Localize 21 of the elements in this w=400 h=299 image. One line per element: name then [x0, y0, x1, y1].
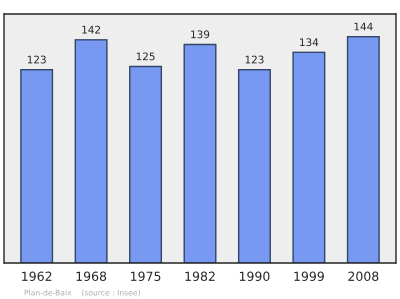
data-label: 139	[191, 30, 210, 38]
data-label: 123	[28, 56, 46, 64]
x-tick-label: 1975	[131, 272, 160, 282]
x-tick-label: 1982	[185, 272, 215, 282]
x-tick-label: 2008	[348, 272, 378, 282]
data-label: 134	[300, 38, 318, 46]
x-tick-label: 1962	[22, 272, 52, 282]
x-tick-label: 1990	[240, 272, 270, 282]
bar	[346, 36, 380, 263]
data-label: 144	[354, 22, 373, 30]
bar	[129, 66, 162, 263]
x-tick-label: 1968	[76, 272, 106, 282]
bar	[74, 39, 108, 263]
bar	[292, 52, 326, 263]
x-tick-label: 1999	[294, 272, 324, 282]
bar	[20, 68, 54, 263]
bar	[238, 68, 271, 263]
data-label: 142	[82, 26, 100, 34]
data-label: 125	[136, 52, 155, 60]
data-label: 123	[246, 56, 264, 64]
bar	[184, 44, 216, 263]
